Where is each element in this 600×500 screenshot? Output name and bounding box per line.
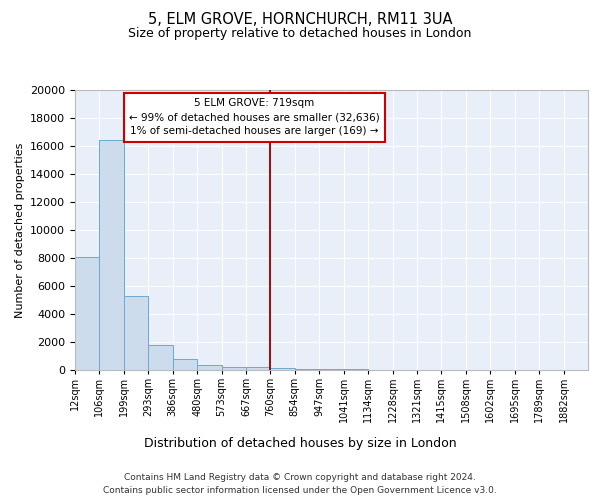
Bar	[100, 140, 124, 370]
Bar	[319, 369, 344, 370]
Bar	[75, 256, 100, 370]
Bar	[295, 368, 319, 370]
Text: 5 ELM GROVE: 719sqm
← 99% of detached houses are smaller (32,636)
1% of semi-det: 5 ELM GROVE: 719sqm ← 99% of detached ho…	[129, 98, 380, 136]
Bar	[148, 345, 173, 370]
Bar	[173, 359, 197, 370]
Y-axis label: Number of detached properties: Number of detached properties	[14, 142, 25, 318]
Text: Size of property relative to detached houses in London: Size of property relative to detached ho…	[128, 28, 472, 40]
Text: 5, ELM GROVE, HORNCHURCH, RM11 3UA: 5, ELM GROVE, HORNCHURCH, RM11 3UA	[148, 12, 452, 28]
Text: Contains HM Land Registry data © Crown copyright and database right 2024.: Contains HM Land Registry data © Crown c…	[124, 472, 476, 482]
Bar	[197, 365, 221, 370]
Text: Distribution of detached houses by size in London: Distribution of detached houses by size …	[143, 438, 457, 450]
Bar	[124, 296, 148, 370]
Bar	[271, 368, 295, 370]
Text: Contains public sector information licensed under the Open Government Licence v3: Contains public sector information licen…	[103, 486, 497, 495]
Bar	[221, 366, 246, 370]
Bar	[246, 367, 271, 370]
